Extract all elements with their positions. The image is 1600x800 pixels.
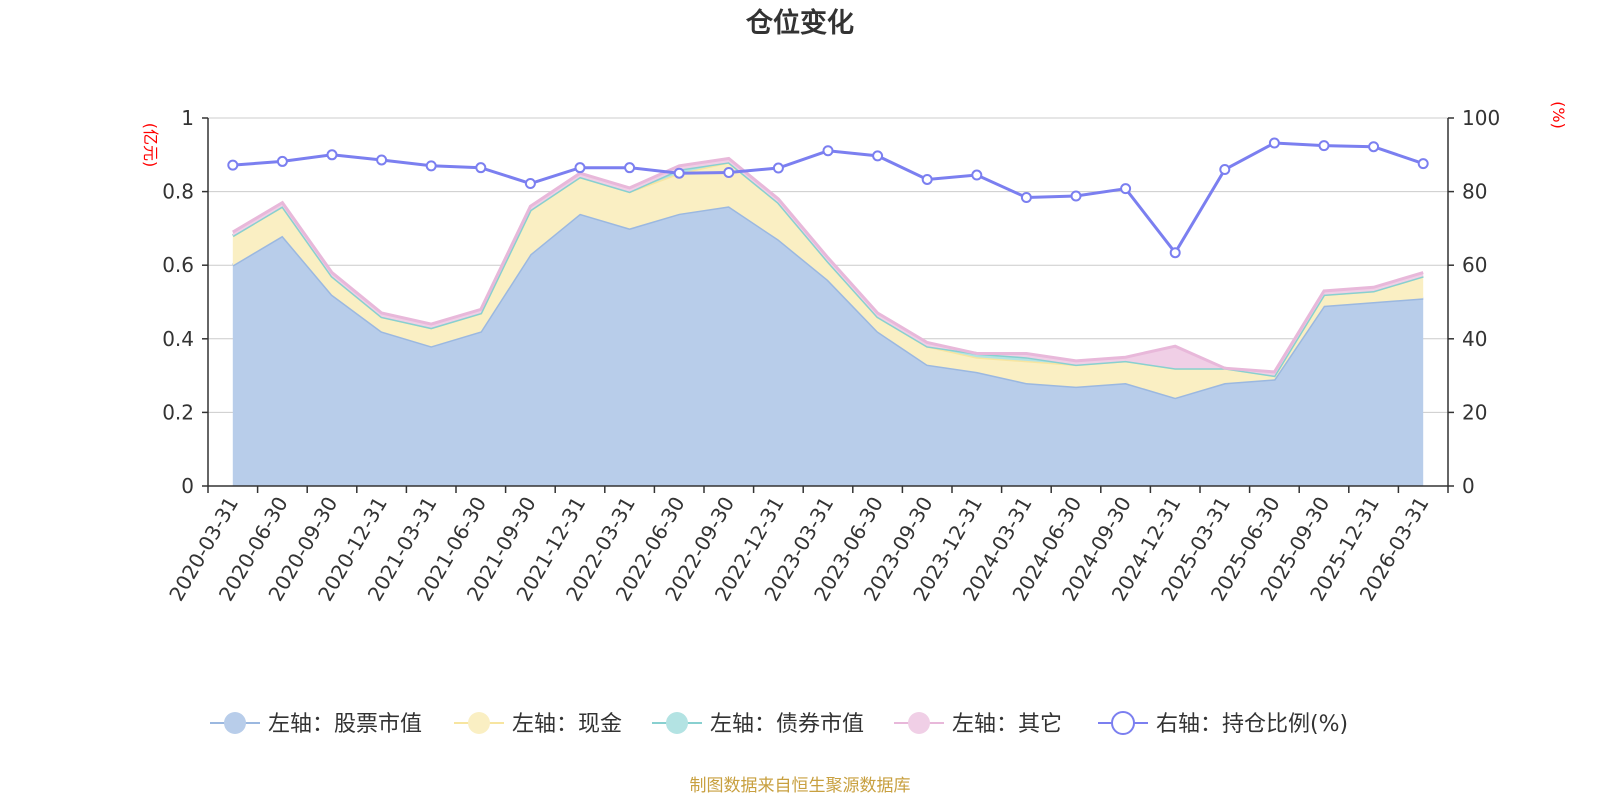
ratio-point [723,166,735,178]
ratio-point [921,173,933,185]
left-axis-tick-label: 1 [181,106,194,130]
right-axis-tick-label: 40 [1462,327,1487,351]
legend-item: 左轴：债券市值 [652,712,864,737]
ratio-point [1368,141,1380,153]
legend-marker [666,712,688,734]
ratio-point [772,162,784,174]
ratio-point [276,155,288,167]
legend-label: 右轴：持仓比例(%) [1156,712,1348,737]
ratio-point [971,169,983,181]
legend-label: 左轴：债券市值 [710,712,864,737]
ratio-point [822,145,834,157]
left-axis-tick-label: 0.4 [162,327,194,351]
right-axis-tick-label: 100 [1462,106,1500,130]
area-line-3 [232,156,1424,374]
ratio-point [624,162,636,174]
right-axis-tick-label: 0 [1462,474,1475,498]
chart-title: 仓位变化 [745,7,854,39]
legend-label: 左轴：股票市值 [268,712,422,737]
ratio-line [232,141,1424,256]
stacked-areas [232,156,1424,487]
data-source-note: 制图数据来自恒生聚源数据库 [690,776,911,796]
ratio-point [872,150,884,162]
ratio-point [574,162,586,174]
ratio-point [524,178,536,190]
right-axis-tick-label: 60 [1462,253,1487,277]
ratio-point [1318,140,1330,152]
ratio-point [1070,190,1082,202]
ratio-point [1268,137,1280,149]
left-axis-tick-label: 0.6 [162,253,194,277]
legend-item: 左轴：其它 [894,712,1062,737]
legend-label: 左轴：现金 [512,712,622,737]
legend-marker [908,712,930,734]
ratio-point [1169,247,1181,259]
left-axis-tick-label: 0 [181,474,194,498]
ratio-point [227,159,239,171]
left-axis-tick-label: 0.8 [162,180,194,204]
left-axis-tick-label: 0.2 [162,400,194,424]
area-0 [232,206,1424,487]
ratio-point [425,160,437,172]
right-axis-tick-label: 20 [1462,400,1487,424]
ratio-point [376,154,388,166]
ratio-point [1120,183,1132,195]
left-axis-unit: (亿元) [141,123,160,168]
right-axis-tick-label: 80 [1462,180,1487,204]
ratio-point [475,162,487,174]
right-axis-unit: (%) [1549,101,1568,129]
legend-label: 左轴：其它 [952,712,1062,737]
ratio-point [1020,191,1032,203]
legend-item: 左轴：股票市值 [210,712,422,737]
legend-marker [468,712,490,734]
holding-ratio-series [227,137,1429,259]
area-1 [232,162,1424,398]
ratio-point [1417,158,1429,170]
legend-item: 右轴：持仓比例(%) [1098,711,1348,737]
legend-marker [1111,711,1135,735]
legend-marker [224,712,246,734]
ratio-point [673,167,685,179]
legend-item: 左轴：现金 [454,712,622,737]
legend: 左轴：股票市值 左轴：现金 左轴：债券市值 左轴：其它 右轴：持仓比例(%) [210,711,1348,737]
ratio-point [326,149,338,161]
ratio-point [1219,164,1231,176]
